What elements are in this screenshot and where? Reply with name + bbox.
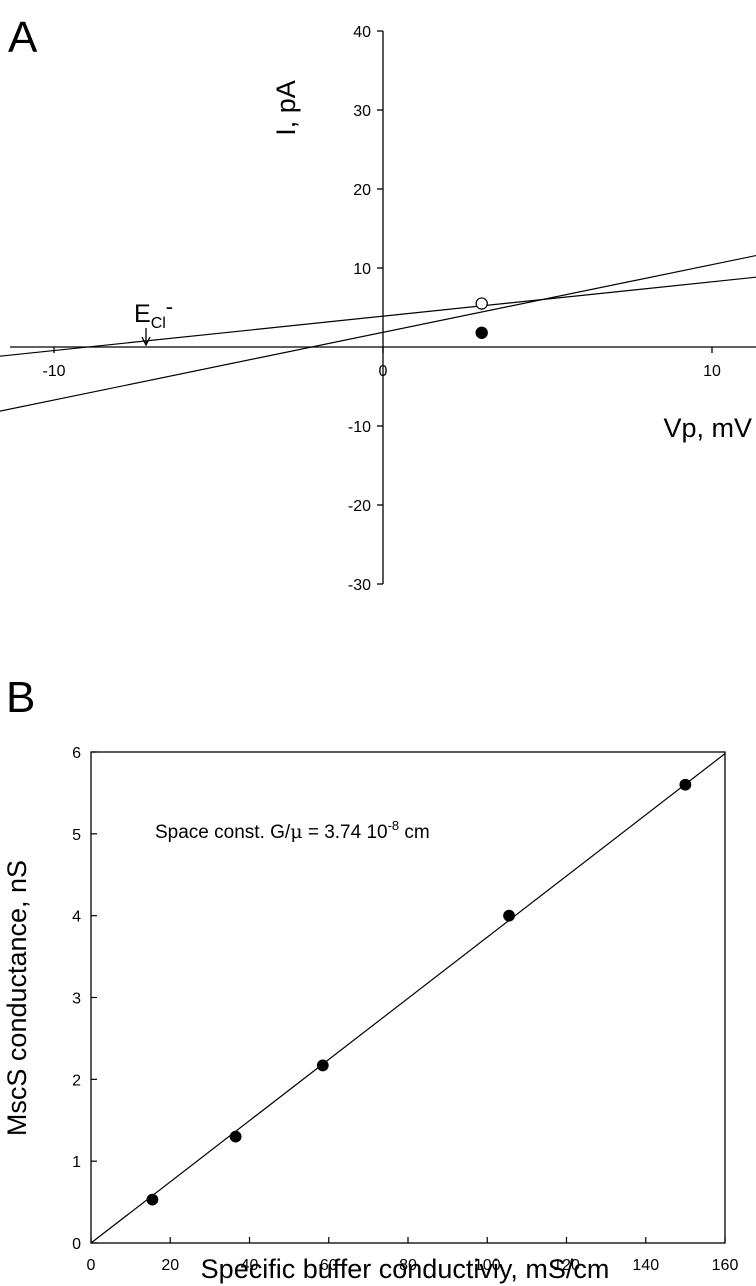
- space-constant-annotation: Space const. G/μ = 3.74 10-8 cm: [155, 818, 430, 843]
- fit-line: [0, 276, 756, 357]
- filled-data-point: [229, 1130, 242, 1143]
- annotation-mu: μ: [290, 821, 302, 843]
- annotation-prefix: Space const. G/: [155, 822, 291, 843]
- panel-b-label: B: [6, 673, 35, 722]
- y-tick-label: 20: [353, 182, 371, 199]
- x-tick-label: 160: [712, 1257, 739, 1274]
- x-tick-label: 140: [632, 1257, 659, 1274]
- filled-data-point: [146, 1193, 159, 1206]
- equilibrium-potential-annotation: ECl-: [134, 294, 173, 347]
- y-tick-label: 10: [353, 261, 371, 278]
- annotation-superscript: -: [166, 294, 173, 319]
- x-tick-label: 10: [703, 363, 721, 380]
- fit-line: [90, 753, 726, 1244]
- y-tick-label: -30: [348, 577, 371, 594]
- y-tick-label: 3: [72, 991, 81, 1008]
- x-tick-label: 120: [553, 1257, 580, 1274]
- annotation-unit: cm: [399, 822, 430, 843]
- x-tick-label: 0: [379, 363, 388, 380]
- x-tick-label: 40: [241, 1257, 259, 1274]
- panel-b: B 0 20 40 60 80 100 120 140 160 0 1 2 3 4 5 6 MscS cond…: [2, 673, 738, 1284]
- y-tick-label: 4: [72, 909, 81, 926]
- filled-data-point: [475, 326, 488, 339]
- panel-b-y-axis-title: MscS conductance, nS: [2, 860, 32, 1136]
- panel-a-y-axis-title: I, pA: [271, 80, 301, 136]
- y-tick-label: 0: [72, 1236, 81, 1253]
- fit-line: [0, 254, 756, 412]
- y-tick-label: 30: [353, 103, 371, 120]
- y-tick-label: -20: [348, 498, 371, 515]
- y-tick-label: 40: [353, 24, 371, 41]
- panel-a-label: A: [8, 13, 38, 62]
- panel-a-x-axis-title: Vp, mV: [663, 413, 752, 443]
- y-tick-label: 6: [72, 745, 81, 762]
- y-tick-label: -10: [348, 419, 371, 436]
- x-tick-label: -10: [42, 363, 65, 380]
- annotation-value: = 3.74 10: [303, 822, 388, 843]
- x-tick-label: 20: [161, 1257, 179, 1274]
- annotation-e: E: [134, 300, 151, 328]
- svg-text:ECl-: ECl-: [134, 294, 173, 332]
- x-tick-label: 80: [399, 1257, 417, 1274]
- panel-a: A -40-30-20-10010203040-30-20-1010203040…: [0, 13, 756, 594]
- y-tick-label: 1: [72, 1154, 81, 1171]
- y-tick-label: 2: [72, 1072, 81, 1089]
- filled-data-point: [316, 1059, 329, 1072]
- arrow-head-icon: [141, 336, 151, 347]
- x-tick-label: 100: [474, 1257, 501, 1274]
- open-data-point: [475, 297, 488, 310]
- annotation-exponent: -8: [388, 818, 400, 833]
- y-tick-label: 5: [72, 827, 81, 844]
- x-tick-label: 0: [87, 1257, 96, 1274]
- filled-data-point: [503, 909, 515, 922]
- annotation-subscript: Cl: [151, 315, 166, 332]
- x-tick-label: 60: [320, 1257, 338, 1274]
- panel-b-x-axis-title: Specific buffer conductiviy, mS/cm: [201, 1254, 610, 1284]
- filled-data-point: [679, 778, 692, 791]
